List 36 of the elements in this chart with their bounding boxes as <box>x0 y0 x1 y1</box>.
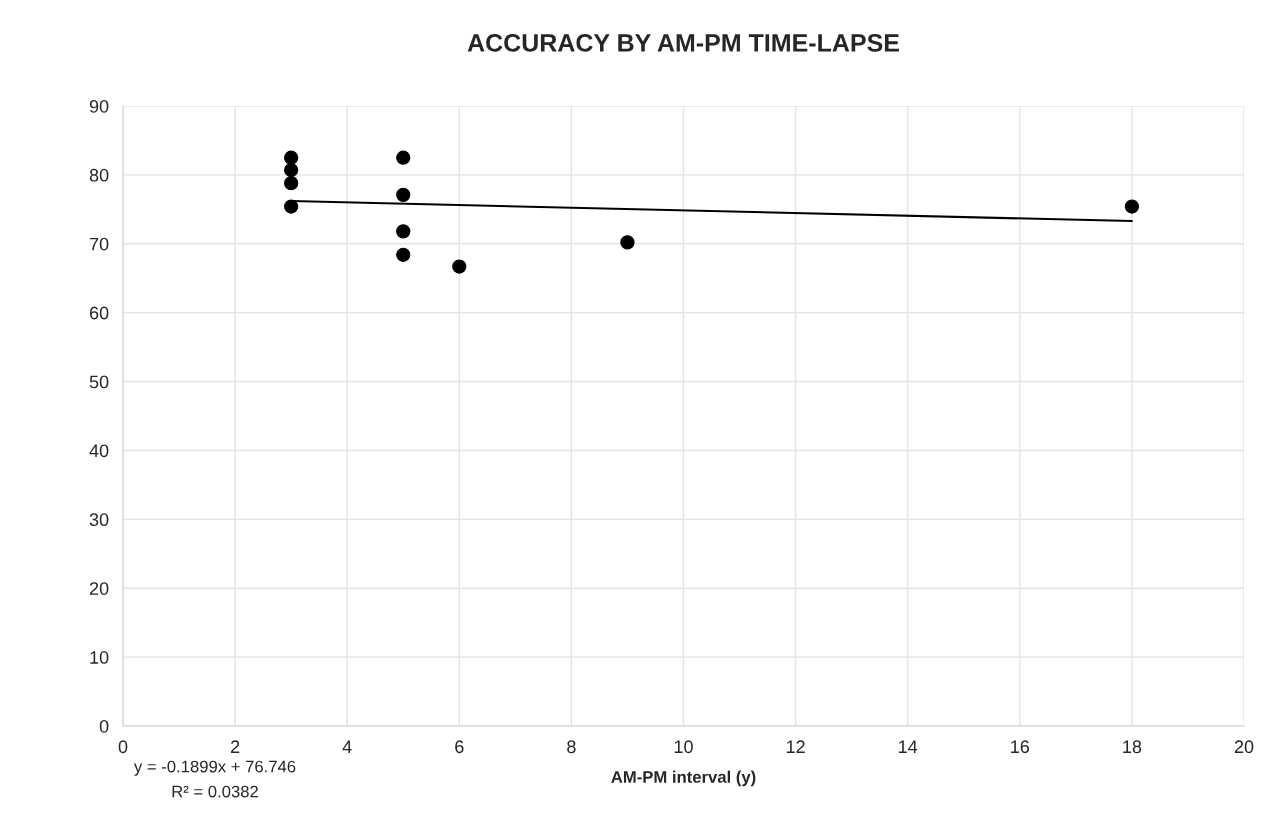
text: y = -0.1899x + 76.746 <box>133 760 296 776</box>
point <box>284 199 299 214</box>
point <box>284 162 299 178</box>
x-tick-label: 2 <box>230 740 240 753</box>
y-tick-label: 80 <box>89 168 109 182</box>
x-tick-label: 8 <box>567 740 576 754</box>
x-tick-label: 0 <box>118 740 128 754</box>
y-tick-label: 60 <box>89 306 109 320</box>
x-tick-label: 16 <box>1011 740 1030 754</box>
x-tick-label: 12 <box>786 740 805 753</box>
x-tick-label: 18 <box>1123 740 1142 754</box>
y-tick-label: 20 <box>89 582 109 595</box>
point <box>284 150 299 165</box>
point <box>620 235 635 250</box>
y-tick-label: 0 <box>99 719 109 733</box>
y-tick-label: 70 <box>89 237 109 251</box>
x-tick-label: 10 <box>674 740 693 754</box>
y-tick-label: 10 <box>90 651 109 664</box>
point <box>396 224 411 239</box>
point <box>1124 199 1140 214</box>
y-tick-label: 90 <box>89 99 109 113</box>
chart-title: ACCURACY BY AM-PM TIME-LAPSE <box>467 34 899 52</box>
x-axis-title: AM-PM interval (y) <box>611 770 756 787</box>
point <box>396 247 411 262</box>
point <box>396 187 411 202</box>
x-tick-label: 4 <box>342 740 352 753</box>
y-tick-label: 30 <box>89 513 109 527</box>
text: R² = 0.0382 <box>172 785 258 798</box>
x-tick-label: 14 <box>899 740 918 753</box>
point <box>396 150 411 165</box>
y-tick-label: 50 <box>89 375 109 389</box>
point <box>452 259 467 274</box>
x-tick-label: 20 <box>1234 740 1254 754</box>
x-tick-label: 6 <box>455 740 464 754</box>
y-tick-label: 40 <box>89 444 109 458</box>
point <box>284 176 299 191</box>
